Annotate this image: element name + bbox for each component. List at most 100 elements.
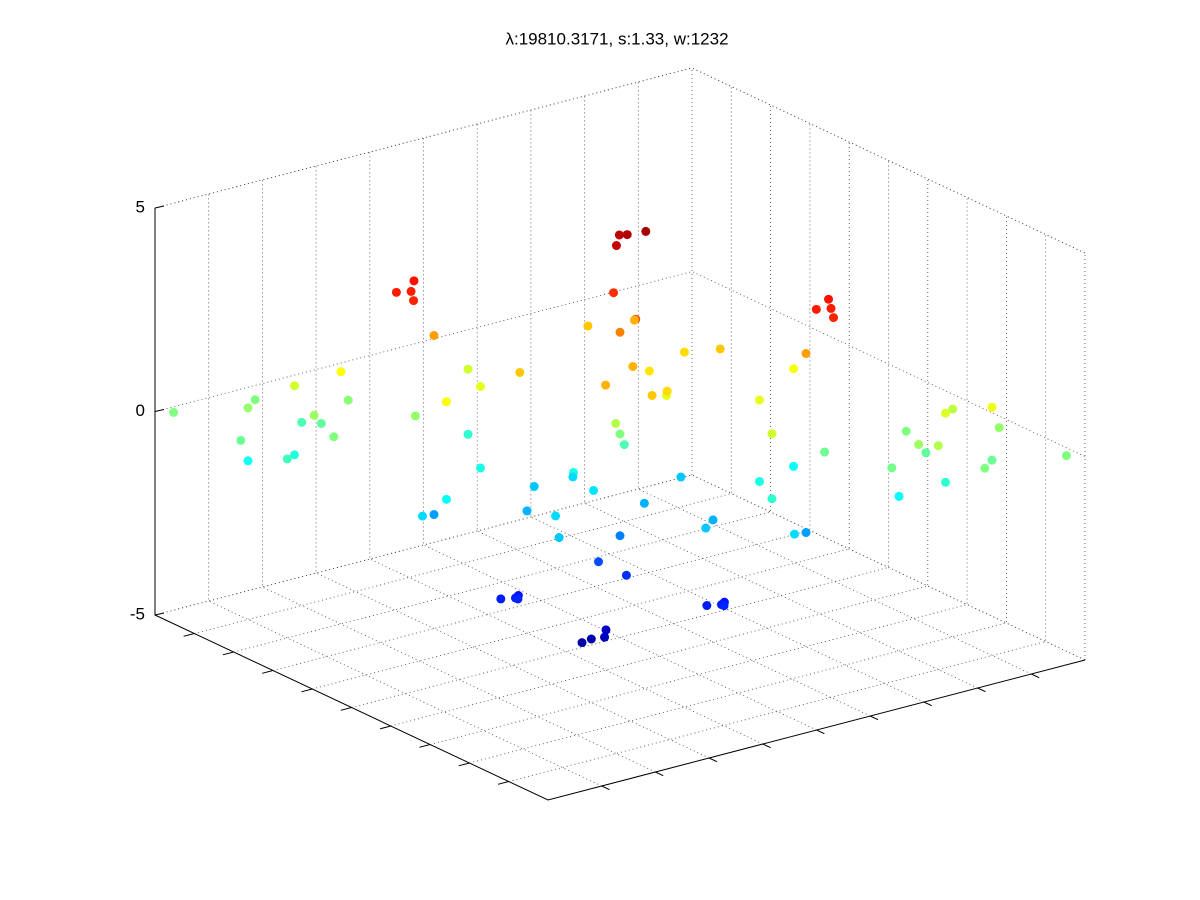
scatter-point	[887, 463, 897, 473]
grid-line	[272, 123, 811, 671]
scatter-point	[615, 327, 625, 337]
axis-line	[154, 208, 1086, 801]
x-tick-mark	[222, 651, 234, 656]
scatter-point	[614, 230, 624, 240]
scatter-point	[647, 390, 657, 400]
scatter-point	[615, 429, 625, 439]
grid-line	[429, 197, 968, 745]
scatter-point	[409, 296, 419, 306]
scatter-point	[611, 241, 621, 251]
scatter-point	[329, 432, 339, 442]
scatter-point	[513, 594, 523, 604]
scatter-point	[417, 511, 427, 521]
scatter-point	[600, 632, 610, 642]
scatter-point	[719, 601, 729, 611]
scatter-point	[463, 364, 473, 374]
scatter-point	[583, 321, 593, 331]
grid-line	[390, 179, 929, 727]
scatter-point	[901, 426, 911, 436]
scatter-point	[641, 226, 651, 236]
y-tick-mark	[708, 757, 718, 763]
scatter-point	[702, 601, 712, 611]
scatter-point	[824, 294, 834, 304]
y-tick-mark	[816, 729, 825, 735]
scatter-point	[551, 511, 561, 521]
chart-title: λ:19810.3171, s:1.33, w:1232	[505, 29, 728, 48]
grid-line	[469, 216, 1007, 764]
scatter-point	[715, 344, 725, 354]
grid-line	[312, 142, 850, 690]
scatter-point	[243, 403, 253, 413]
x-tick-mark	[183, 633, 195, 637]
scatter-point	[609, 288, 619, 298]
grid-line	[154, 67, 1086, 254]
scatter-point	[297, 417, 307, 427]
scatter-point	[290, 381, 299, 391]
scatter-point	[662, 386, 672, 396]
scatter-point	[679, 347, 689, 357]
scatter-point	[676, 472, 686, 482]
scatter-point	[554, 533, 564, 543]
scatter-point	[615, 531, 625, 541]
scatter-point	[933, 441, 943, 451]
x-tick-mark	[301, 688, 313, 693]
scatter-point	[290, 450, 299, 460]
grid-line	[233, 105, 771, 653]
grid-line	[508, 234, 1047, 782]
scatter-point	[336, 367, 346, 377]
scatter-point	[921, 448, 931, 458]
scatter-point	[429, 510, 439, 520]
x-tick-mark	[419, 744, 431, 748]
scatter-point	[755, 476, 764, 486]
scatter-point	[708, 515, 718, 525]
scatter-point	[441, 494, 451, 504]
scatter-point	[914, 440, 924, 450]
scatter-point	[987, 402, 997, 412]
x-tick-mark	[497, 781, 509, 785]
scatter-point	[429, 330, 439, 340]
scatter-point	[282, 454, 292, 464]
scatter-point	[755, 395, 764, 405]
scatter-point	[980, 463, 990, 473]
scatter-point	[611, 418, 621, 428]
y-tick-mark	[762, 743, 771, 749]
scatter-point	[601, 625, 611, 635]
scatter-point	[801, 528, 811, 538]
scatter-point	[169, 407, 179, 417]
grid-line	[208, 194, 602, 787]
grid-line	[637, 82, 1032, 675]
scatter-point	[701, 523, 711, 533]
scatter-point	[515, 367, 525, 377]
z-tick-label: 5	[136, 197, 145, 216]
scatter-point	[789, 461, 799, 471]
z-tick-label: -5	[130, 604, 145, 623]
scatter-point	[586, 634, 596, 644]
scatter-point	[589, 485, 599, 495]
y-tick-mark	[869, 715, 879, 721]
scatter-point	[309, 410, 319, 420]
scatter-point	[529, 482, 539, 492]
scatter-point	[801, 348, 811, 358]
scatter-point	[577, 638, 587, 648]
grid-line	[154, 474, 1086, 661]
x-tick-mark	[262, 670, 274, 674]
scatter-point	[409, 276, 419, 286]
x-tick-mark	[379, 725, 391, 730]
scatter-point	[644, 366, 654, 376]
scatter-point	[894, 491, 904, 501]
scatter-point	[941, 477, 950, 487]
z-tick-label: 0	[136, 401, 145, 420]
y-tick-mark	[655, 771, 664, 777]
scatter-point	[441, 397, 451, 407]
scatter-point	[316, 418, 326, 428]
scatter-point	[496, 594, 506, 604]
scatter-point	[820, 447, 830, 457]
grid-line	[351, 160, 889, 708]
scatter-point	[410, 411, 420, 421]
grid-line	[476, 124, 871, 717]
grid-line	[369, 152, 763, 745]
scatter-point	[941, 408, 950, 418]
scatter-point	[767, 429, 777, 439]
